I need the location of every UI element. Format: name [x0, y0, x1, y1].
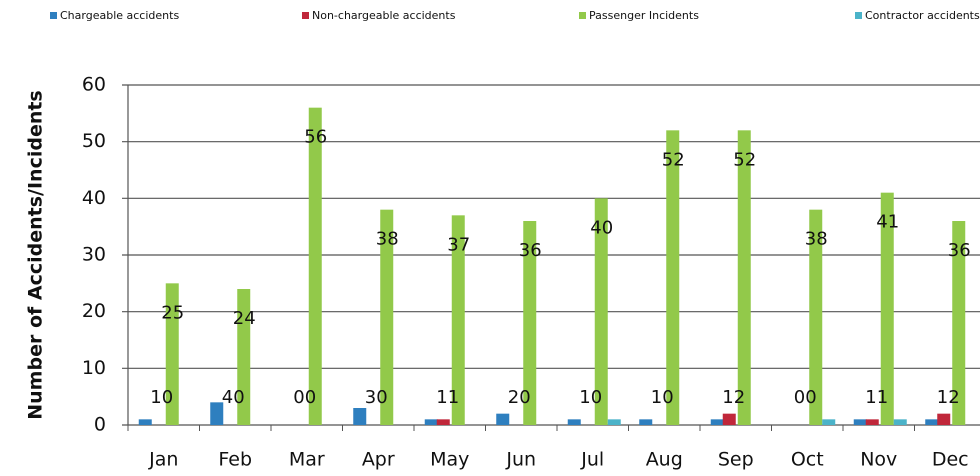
bar [809, 209, 823, 425]
data-label: 1 [722, 387, 733, 408]
y-tick-label: 50 [82, 130, 106, 152]
legend-label: Passenger Incidents [589, 9, 699, 22]
data-label: 38 [376, 229, 399, 250]
data-label: 1 [865, 387, 876, 408]
data-label: 40 [590, 217, 613, 238]
data-label: 41 [876, 212, 899, 233]
data-label: 2 [948, 387, 959, 408]
x-tick-label: Mar [289, 449, 325, 471]
bar [822, 419, 836, 425]
legend-label: Non-chargeable accidents [312, 9, 456, 22]
legend-label: Chargeable accidents [60, 9, 179, 22]
y-tick-label: 60 [82, 74, 106, 96]
y-tick-label: 20 [82, 300, 106, 322]
bar [496, 413, 510, 425]
x-tick-label: Nov [860, 449, 897, 471]
bar [937, 413, 951, 425]
data-label: 3 [365, 387, 376, 408]
data-label: 1 [651, 387, 662, 408]
bar [138, 419, 152, 425]
bar [865, 419, 879, 425]
bar [380, 209, 394, 425]
data-label: 36 [948, 240, 971, 261]
x-tick-label: Aug [646, 449, 683, 471]
bar [436, 419, 450, 425]
y-tick-label: 30 [82, 244, 106, 266]
bar [710, 419, 724, 425]
data-label: 36 [519, 240, 542, 261]
legend-swatch [855, 12, 862, 19]
bar [880, 192, 894, 425]
bar [308, 107, 322, 426]
y-tick-label: 40 [82, 187, 106, 209]
data-label: 0 [162, 387, 173, 408]
bar [607, 419, 621, 425]
legend-swatch [50, 12, 57, 19]
x-tick-label: Jan [148, 449, 178, 471]
data-label: 0 [662, 387, 673, 408]
x-tick-label: Sep [718, 449, 754, 471]
bar [722, 413, 736, 425]
data-label: 52 [662, 149, 685, 170]
y-axis-title: Number of Accidents/Incidents [25, 90, 47, 420]
bar [925, 419, 939, 425]
legend-swatch [302, 12, 309, 19]
data-label: 1 [579, 387, 590, 408]
data-label: 0 [794, 387, 805, 408]
x-tick-label: Oct [791, 449, 824, 471]
data-label: 0 [305, 387, 316, 408]
data-label: 1 [877, 387, 888, 408]
legend-swatch [579, 12, 586, 19]
data-label: 2 [508, 387, 519, 408]
bar [567, 419, 581, 425]
data-label: 37 [447, 234, 470, 255]
x-tick-label: Apr [362, 449, 395, 471]
data-label: 56 [304, 127, 327, 148]
data-label: 4 [222, 387, 233, 408]
bar [424, 419, 438, 425]
x-tick-label: May [430, 449, 469, 471]
data-label: 1 [937, 387, 948, 408]
bar [451, 215, 465, 425]
data-label: 52 [733, 149, 756, 170]
legend-label: Contractor accidents [865, 9, 980, 22]
bar [853, 419, 867, 425]
data-label: 2 [734, 387, 745, 408]
x-tick-label: Dec [932, 449, 969, 471]
bar [952, 221, 966, 425]
bar [523, 221, 537, 425]
y-tick-label: 0 [94, 414, 106, 436]
data-label: 0 [376, 387, 387, 408]
data-label: 25 [161, 302, 184, 323]
data-label: 1 [150, 387, 161, 408]
x-tick-label: Jul [580, 449, 604, 471]
bar [594, 198, 608, 425]
data-label: 0 [519, 387, 530, 408]
x-tick-label: Feb [218, 449, 252, 471]
bar [639, 419, 653, 425]
bar [893, 419, 907, 425]
bar [210, 402, 224, 425]
data-label: 0 [591, 387, 602, 408]
data-label: 38 [805, 229, 828, 250]
data-label: 0 [805, 387, 816, 408]
bar [353, 408, 367, 425]
x-tick-label: Jun [505, 449, 536, 471]
data-label: 0 [293, 387, 304, 408]
bar [165, 283, 179, 425]
data-label: 1 [436, 387, 447, 408]
data-label: 24 [233, 308, 256, 329]
y-tick-label: 10 [82, 357, 106, 379]
data-label: 0 [233, 387, 244, 408]
bar [737, 130, 751, 426]
bar [237, 289, 251, 425]
data-label: 1 [448, 387, 459, 408]
bar [666, 130, 680, 426]
